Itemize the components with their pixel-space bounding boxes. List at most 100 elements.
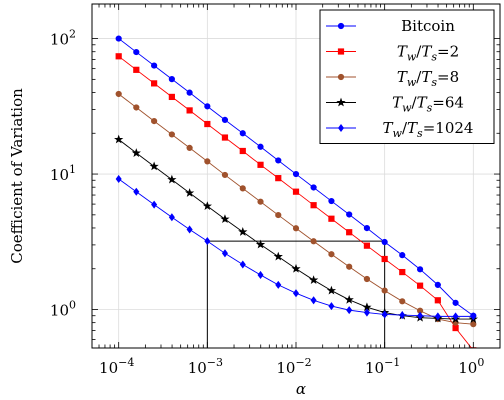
legend-marker xyxy=(336,97,346,107)
data-point xyxy=(399,311,406,320)
data-point xyxy=(363,225,371,232)
legend-label: Bitcoin xyxy=(401,17,455,35)
data-point xyxy=(346,306,353,315)
data-point xyxy=(257,198,264,205)
data-point xyxy=(452,299,459,306)
data-point xyxy=(346,211,353,218)
y-axis-label: Coefficient of Variation xyxy=(8,88,26,264)
data-point xyxy=(238,227,248,236)
x-tick-label: 10−1 xyxy=(365,356,400,377)
data-point xyxy=(149,161,159,171)
y-tick-label: 102 xyxy=(50,28,76,49)
data-point xyxy=(292,225,300,232)
data-point xyxy=(291,263,301,273)
data-point xyxy=(133,66,140,73)
data-point xyxy=(346,229,353,236)
data-point xyxy=(310,202,317,209)
x-tick-label: 10−4 xyxy=(99,356,134,377)
data-point xyxy=(292,170,300,178)
legend: Bitcoin Tw/Ts=2 Tw/Ts=8 Tw/Ts=64 Tw/Ts=1024 xyxy=(319,9,495,144)
legend-entry: Tw/Ts=64 xyxy=(326,94,464,115)
legend-label: Tw/Ts=64 xyxy=(392,94,464,115)
data-point xyxy=(399,252,406,259)
data-point xyxy=(328,302,335,311)
data-point xyxy=(220,214,230,224)
data-point xyxy=(399,298,406,305)
data-point xyxy=(168,131,175,138)
series-2 xyxy=(115,53,477,348)
data-point xyxy=(221,249,228,258)
x-axis-label: α xyxy=(296,380,306,398)
data-point xyxy=(452,324,459,332)
data-point xyxy=(399,268,406,276)
series-5 xyxy=(115,174,477,321)
data-point xyxy=(221,171,229,179)
data-point xyxy=(308,275,319,284)
legend-entry: Tw/Ts=1024 xyxy=(326,119,473,140)
data-point xyxy=(239,260,246,269)
data-point xyxy=(363,275,371,283)
legend-entry: Tw/Ts=2 xyxy=(326,43,459,64)
data-point xyxy=(310,238,317,245)
data-point xyxy=(381,287,388,294)
legend-marker xyxy=(337,73,345,81)
data-point xyxy=(133,48,140,56)
data-point xyxy=(221,134,229,141)
legend-label: Tw/Ts=1024 xyxy=(383,119,474,140)
data-point xyxy=(204,120,211,128)
legend-marker xyxy=(337,123,345,133)
data-point xyxy=(186,144,193,151)
legend-entry: Tw/Ts=8 xyxy=(326,68,459,89)
data-point xyxy=(151,117,158,125)
data-point xyxy=(239,147,246,155)
data-point xyxy=(115,174,122,183)
series-3 xyxy=(115,90,477,328)
data-point xyxy=(255,239,266,249)
axis-ticks xyxy=(91,4,501,348)
data-point xyxy=(168,76,175,83)
x-tick-label: 10−3 xyxy=(188,356,223,377)
data-point xyxy=(257,270,264,279)
data-point xyxy=(151,80,158,87)
legend-marker xyxy=(337,22,345,30)
y-tick-label: 100 xyxy=(50,299,76,320)
data-point xyxy=(204,158,211,165)
data-point xyxy=(168,213,175,222)
x-tick-label: 100 xyxy=(458,356,484,377)
data-point xyxy=(310,184,317,191)
legend-marker xyxy=(337,48,345,55)
data-point xyxy=(186,89,193,96)
data-point xyxy=(133,187,140,196)
axis-tick-labels: 10−4 10−3 10−2 10−1 100 100 101 102 xyxy=(50,28,484,377)
data-point xyxy=(416,282,424,289)
data-point xyxy=(275,175,282,182)
data-point xyxy=(310,296,317,305)
data-point xyxy=(452,312,459,321)
legend-entry: Bitcoin xyxy=(326,17,455,35)
data-point xyxy=(151,62,158,69)
data-point xyxy=(470,321,477,328)
data-point xyxy=(115,53,122,60)
data-point xyxy=(151,200,158,209)
data-point xyxy=(434,297,441,304)
data-point xyxy=(417,311,424,320)
data-point xyxy=(202,201,212,211)
data-point xyxy=(115,90,122,98)
data-point xyxy=(275,280,282,289)
data-point xyxy=(273,251,283,261)
data-point xyxy=(186,107,193,114)
data-point xyxy=(381,255,388,263)
data-point xyxy=(131,148,141,157)
data-point xyxy=(239,130,246,137)
data-point xyxy=(275,157,282,164)
data-point xyxy=(328,215,335,222)
data-point xyxy=(328,251,335,258)
data-point xyxy=(239,185,246,192)
data-point xyxy=(344,294,354,304)
data-point xyxy=(204,237,211,246)
data-point xyxy=(326,285,337,295)
data-point xyxy=(381,238,388,246)
data-point xyxy=(363,308,370,317)
data-point xyxy=(184,188,195,197)
